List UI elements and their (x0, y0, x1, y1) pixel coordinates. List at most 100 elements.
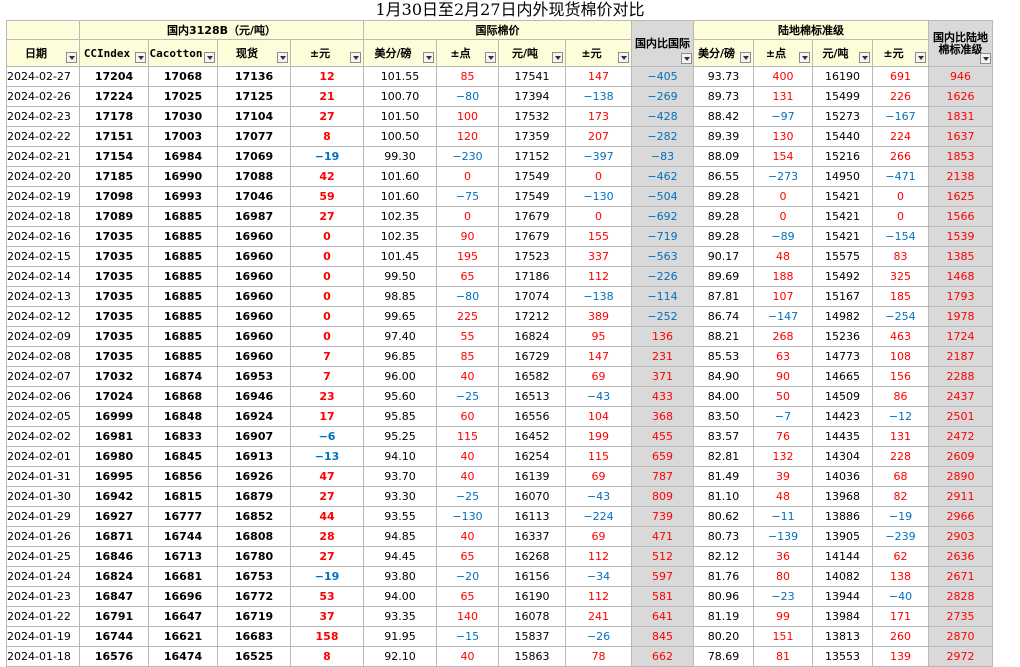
cell-india-usc[interactable]: 89.69 (693, 266, 754, 287)
cell-india-usc[interactable]: 88.09 (693, 146, 754, 167)
cell-intl-chg[interactable]: 147 (565, 346, 632, 367)
cell-india-yuan[interactable]: 15236 (812, 326, 873, 347)
cell-india-pts[interactable]: 268 (753, 326, 813, 347)
cell-diff-intl[interactable]: −563 (631, 246, 694, 267)
cell-india-yuan[interactable]: 15216 (812, 146, 873, 167)
cell-cacotton[interactable]: 16647 (148, 606, 218, 627)
cell-india-pts[interactable]: −97 (753, 106, 813, 127)
cell-intl-chg[interactable]: 241 (565, 606, 632, 627)
cell-cacotton[interactable]: 16885 (148, 266, 218, 287)
cell-date[interactable]: 2024-02-19 (6, 186, 80, 207)
cell-intl-yuan[interactable]: 17523 (498, 246, 566, 267)
cell-india-pts[interactable]: 0 (753, 186, 813, 207)
cell-cacotton[interactable]: 16885 (148, 226, 218, 247)
filter-dropdown-icon[interactable] (740, 52, 751, 63)
cell-spot-chg[interactable]: 27 (290, 546, 364, 567)
cell-intl-usc[interactable]: 102.35 (363, 206, 437, 227)
cell-intl-pts[interactable]: 100 (436, 106, 499, 127)
cell-ccindex[interactable]: 16846 (79, 546, 149, 567)
cell-intl-pts[interactable]: 40 (436, 466, 499, 487)
cell-date[interactable]: 2024-02-23 (6, 106, 80, 127)
cell-intl-chg[interactable]: −43 (565, 386, 632, 407)
cell-spot[interactable]: 17077 (217, 126, 291, 147)
cell-diff-india[interactable]: 2911 (928, 486, 993, 507)
cell-date[interactable]: 2024-02-12 (6, 306, 80, 327)
cell-intl-pts[interactable]: 140 (436, 606, 499, 627)
cell-intl-pts[interactable]: −20 (436, 566, 499, 587)
cell-diff-intl[interactable]: −114 (631, 286, 694, 307)
cell-spot-chg[interactable]: 53 (290, 586, 364, 607)
cell-ccindex[interactable]: 17035 (79, 266, 149, 287)
cell-intl-pts[interactable]: −130 (436, 506, 499, 527)
cell-india-pts[interactable]: 131 (753, 86, 813, 107)
cell-ccindex[interactable]: 16980 (79, 446, 149, 467)
cell-intl-pts[interactable]: 0 (436, 206, 499, 227)
cell-intl-pts[interactable]: 85 (436, 346, 499, 367)
cell-diff-india[interactable]: 1793 (928, 286, 993, 307)
cell-india-chg[interactable]: 171 (872, 606, 929, 627)
cell-india-usc[interactable]: 84.90 (693, 366, 754, 387)
cell-intl-usc[interactable]: 93.55 (363, 506, 437, 527)
cell-cacotton[interactable]: 16848 (148, 406, 218, 427)
cell-intl-yuan[interactable]: 17532 (498, 106, 566, 127)
cell-india-chg[interactable]: −154 (872, 226, 929, 247)
cell-intl-yuan[interactable]: 16268 (498, 546, 566, 567)
header-india-pts[interactable]: ±点 (753, 39, 813, 67)
cell-india-usc[interactable]: 89.28 (693, 226, 754, 247)
cell-date[interactable]: 2024-01-23 (6, 586, 80, 607)
cell-india-chg[interactable]: 266 (872, 146, 929, 167)
cell-spot-chg[interactable]: 21 (290, 86, 364, 107)
filter-dropdown-icon[interactable] (135, 52, 146, 63)
cell-spot[interactable]: 16772 (217, 586, 291, 607)
cell-intl-usc[interactable]: 101.60 (363, 166, 437, 187)
cell-date[interactable]: 2024-01-31 (6, 466, 80, 487)
cell-diff-intl[interactable]: −83 (631, 146, 694, 167)
cell-diff-intl[interactable]: 512 (631, 546, 694, 567)
cell-india-usc[interactable]: 81.10 (693, 486, 754, 507)
cell-spot[interactable]: 16926 (217, 466, 291, 487)
cell-ccindex[interactable]: 17185 (79, 166, 149, 187)
cell-spot[interactable]: 16683 (217, 626, 291, 647)
cell-diff-india[interactable]: 2288 (928, 366, 993, 387)
cell-date[interactable]: 2024-02-02 (6, 426, 80, 447)
cell-spot-chg[interactable]: 0 (290, 246, 364, 267)
cell-intl-chg[interactable]: 115 (565, 446, 632, 467)
cell-india-usc[interactable]: 80.73 (693, 526, 754, 547)
cell-india-chg[interactable]: 691 (872, 66, 929, 87)
cell-india-usc[interactable]: 82.81 (693, 446, 754, 467)
cell-intl-yuan[interactable]: 16513 (498, 386, 566, 407)
cell-intl-chg[interactable]: −43 (565, 486, 632, 507)
cell-intl-chg[interactable]: −130 (565, 186, 632, 207)
cell-india-yuan[interactable]: 14036 (812, 466, 873, 487)
cell-india-chg[interactable]: 0 (872, 186, 929, 207)
cell-india-yuan[interactable]: 14773 (812, 346, 873, 367)
cell-india-chg[interactable]: −40 (872, 586, 929, 607)
cell-intl-pts[interactable]: −80 (436, 286, 499, 307)
cell-india-pts[interactable]: −273 (753, 166, 813, 187)
cell-diff-india[interactable]: 1626 (928, 86, 993, 107)
cell-intl-chg[interactable]: 69 (565, 366, 632, 387)
cell-india-yuan[interactable]: 14665 (812, 366, 873, 387)
cell-date[interactable]: 2024-02-16 (6, 226, 80, 247)
cell-spot-chg[interactable]: 42 (290, 166, 364, 187)
cell-spot[interactable]: 16525 (217, 646, 291, 667)
header-diff-intl[interactable]: 国内比国际 (631, 20, 694, 67)
filter-dropdown-icon[interactable] (859, 52, 870, 63)
cell-india-pts[interactable]: 48 (753, 246, 813, 267)
cell-date[interactable]: 2024-02-05 (6, 406, 80, 427)
cell-intl-yuan[interactable]: 16729 (498, 346, 566, 367)
cell-intl-usc[interactable]: 101.45 (363, 246, 437, 267)
cell-india-usc[interactable]: 80.20 (693, 626, 754, 647)
cell-intl-usc[interactable]: 96.85 (363, 346, 437, 367)
cell-intl-chg[interactable]: 69 (565, 466, 632, 487)
cell-intl-pts[interactable]: −75 (436, 186, 499, 207)
cell-intl-pts[interactable]: 40 (436, 526, 499, 547)
cell-india-pts[interactable]: −11 (753, 506, 813, 527)
cell-spot-chg[interactable]: 12 (290, 66, 364, 87)
cell-india-chg[interactable]: 156 (872, 366, 929, 387)
cell-intl-pts[interactable]: −25 (436, 386, 499, 407)
cell-intl-yuan[interactable]: 16156 (498, 566, 566, 587)
cell-intl-usc[interactable]: 98.85 (363, 286, 437, 307)
cell-intl-yuan[interactable]: 17549 (498, 166, 566, 187)
cell-ccindex[interactable]: 17151 (79, 126, 149, 147)
